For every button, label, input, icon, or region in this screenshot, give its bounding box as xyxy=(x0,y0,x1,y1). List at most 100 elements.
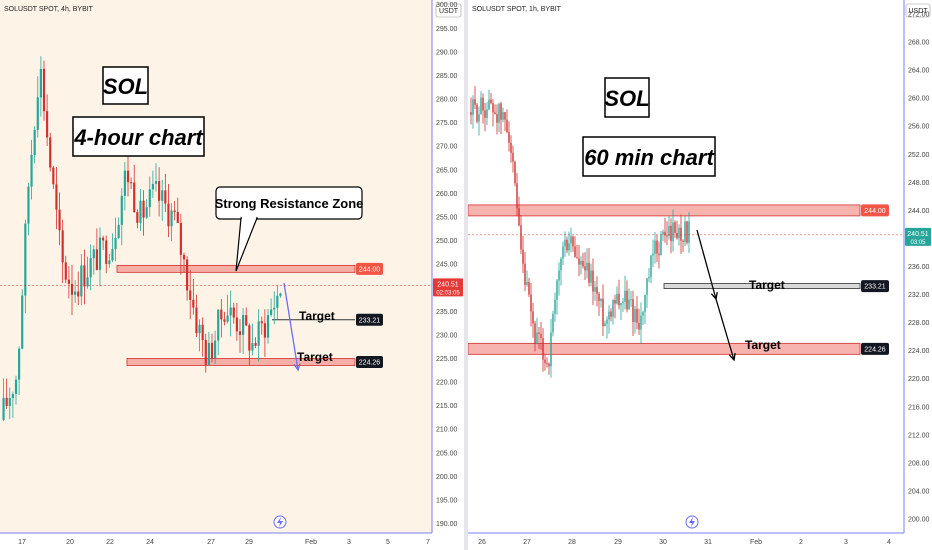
y-tick-label: 235.00 xyxy=(436,309,458,316)
candle-body xyxy=(74,291,77,295)
lightning-icon[interactable] xyxy=(685,515,699,529)
chart-1h-panel[interactable]: SOLUSDT SPOT, 1h, BYBIT USDT 200.00 204.0… xyxy=(468,0,932,550)
timeframe-label: 4-hour chart xyxy=(73,125,204,150)
level-zone xyxy=(468,204,861,217)
chart-1h[interactable]: SOLUSDT SPOT, 1h, BYBIT USDT 200.00 204.0… xyxy=(468,0,932,550)
candle-body xyxy=(133,182,136,213)
candle-body xyxy=(470,112,472,115)
candle-body xyxy=(488,99,490,110)
currency-label: USDT xyxy=(908,8,928,15)
candle-body xyxy=(478,114,480,122)
candle-body xyxy=(472,99,474,115)
candle-body xyxy=(263,323,266,338)
candle-body xyxy=(632,299,634,323)
candle-body xyxy=(570,236,572,244)
candle-body xyxy=(650,255,652,277)
candle-body xyxy=(30,154,33,187)
y-axis-ticks: 190.00 195.00 200.00 205.00 210.00 215.00 220.… xyxy=(436,2,458,528)
candle-body xyxy=(8,398,11,406)
x-tick-label: 29 xyxy=(245,539,253,546)
candle-body xyxy=(182,254,186,260)
candle-body xyxy=(105,240,108,265)
candle-body xyxy=(266,315,270,338)
candle-body xyxy=(95,249,98,270)
y-tick-label: 212.00 xyxy=(908,432,930,439)
y-tick-label: 252.00 xyxy=(908,152,930,159)
candle-body xyxy=(594,287,596,292)
candles xyxy=(470,86,690,378)
candle-body xyxy=(606,319,608,324)
candle-body xyxy=(220,309,223,320)
candle-body xyxy=(652,253,654,256)
currency-box xyxy=(435,3,462,18)
candle-body xyxy=(173,210,176,212)
symbol-box xyxy=(102,66,149,105)
candle-body xyxy=(608,311,610,320)
candle-body xyxy=(482,97,484,111)
chart-4h[interactable]: SOLUSDT SPOT, 4h, BYBIT USDT 190.00 195.0… xyxy=(0,0,464,550)
candle-body xyxy=(624,290,626,302)
panel-divider xyxy=(464,0,468,550)
lightning-icon[interactable] xyxy=(273,515,287,529)
candle-body xyxy=(52,167,55,185)
level-label: 244.00 xyxy=(864,208,886,215)
level-label-box xyxy=(356,313,383,326)
y-tick-label: 260.00 xyxy=(436,191,458,198)
candle-body xyxy=(674,222,676,233)
callout-box xyxy=(215,186,363,220)
x-tick-label: 26 xyxy=(478,539,486,546)
candle-body xyxy=(682,240,684,242)
candle-body xyxy=(666,235,668,237)
candle-body xyxy=(120,195,123,225)
candle-body xyxy=(560,258,562,271)
candle-body xyxy=(170,210,173,227)
candle-body xyxy=(273,307,276,310)
x-tick-label: 27 xyxy=(207,539,215,546)
candle-body xyxy=(27,186,30,224)
candle-body xyxy=(502,112,504,120)
candle-body xyxy=(92,249,95,259)
candle-body xyxy=(614,300,616,304)
levels: 244.00 233.21 224.26 xyxy=(468,204,889,355)
candle-body xyxy=(476,104,478,122)
y-tick-label: 256.00 xyxy=(908,124,930,131)
chart-header: SOLUSDT SPOT, 1h, BYBIT xyxy=(472,6,562,13)
candle-body xyxy=(70,283,74,295)
candle-body xyxy=(474,99,476,105)
candle-body xyxy=(544,359,546,364)
candle-body xyxy=(167,203,170,227)
candle-body xyxy=(192,299,195,308)
current-price-label: 240.51 xyxy=(437,281,459,288)
candle-body xyxy=(46,111,49,138)
candle-body xyxy=(484,110,486,118)
candle-body xyxy=(580,260,582,265)
x-tick-label: 7 xyxy=(426,539,430,546)
candle-body xyxy=(628,299,630,310)
candle-body xyxy=(260,321,263,324)
y-tick-label: 300.00 xyxy=(436,2,458,9)
y-tick-label: 224.00 xyxy=(908,348,930,355)
y-tick-label: 270.00 xyxy=(436,144,458,151)
candle-body xyxy=(516,183,518,209)
candle-body xyxy=(235,317,238,332)
x-tick-label: 22 xyxy=(106,539,114,546)
candle-body xyxy=(58,209,61,231)
candle-body xyxy=(136,212,139,223)
y-tick-label: 248.00 xyxy=(908,180,930,187)
target-2-label: Target xyxy=(297,350,333,364)
y-tick-label: 205.00 xyxy=(436,450,458,457)
candle-body xyxy=(126,170,130,183)
timeframe-label: 60 min chart xyxy=(584,145,715,170)
candle-body xyxy=(33,129,36,155)
chart-4h-panel[interactable]: SOLUSDT SPOT, 4h, BYBIT USDT 190.00 195.0… xyxy=(0,0,464,550)
candle-body xyxy=(566,239,568,251)
y-tick-label: 250.00 xyxy=(436,238,458,245)
candle-body xyxy=(612,300,614,317)
candle-body xyxy=(226,315,229,322)
level-label: 224.26 xyxy=(359,359,381,366)
level-zone xyxy=(126,358,356,366)
candle-body xyxy=(588,262,590,283)
candle-body xyxy=(656,240,658,254)
candle-body xyxy=(55,184,58,210)
candle-body xyxy=(238,331,242,335)
